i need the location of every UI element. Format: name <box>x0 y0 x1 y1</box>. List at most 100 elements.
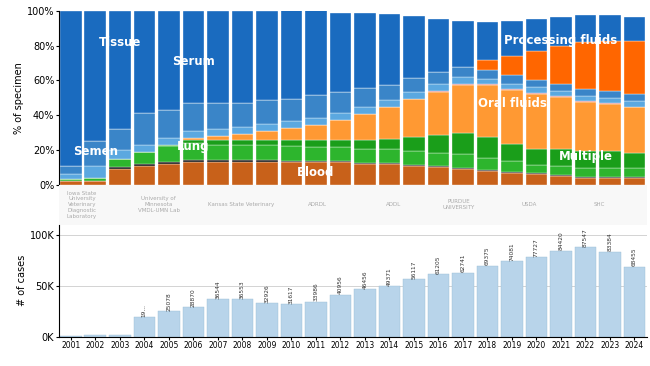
Bar <box>501 261 523 337</box>
Bar <box>183 160 204 162</box>
Bar <box>624 101 645 107</box>
Bar <box>330 147 351 161</box>
Bar <box>428 84 449 91</box>
Bar <box>403 137 424 151</box>
Bar <box>84 181 106 185</box>
Bar <box>575 101 596 102</box>
Bar <box>624 153 645 168</box>
Bar <box>452 67 474 77</box>
Bar <box>281 305 302 337</box>
Bar <box>231 103 253 127</box>
Bar <box>599 104 621 151</box>
Bar <box>305 118 327 125</box>
Text: USDA: USDA <box>521 202 537 207</box>
Bar <box>452 134 474 154</box>
Bar <box>354 141 376 149</box>
Text: 28870: 28870 <box>191 288 196 307</box>
Bar <box>109 11 131 129</box>
Bar <box>403 99 424 137</box>
Bar <box>354 13 376 88</box>
Text: ADRDL: ADRDL <box>308 202 327 207</box>
Bar <box>575 42 596 89</box>
Text: 25078: 25078 <box>166 292 172 310</box>
Text: SHC: SHC <box>594 202 605 207</box>
Bar <box>183 162 204 185</box>
Bar <box>526 93 547 149</box>
Bar <box>378 163 400 164</box>
Bar <box>550 17 572 46</box>
Bar <box>133 11 155 113</box>
Bar <box>158 162 179 164</box>
Text: Semen: Semen <box>73 145 118 158</box>
Bar <box>281 128 302 141</box>
Bar <box>231 127 253 134</box>
Bar <box>158 11 179 110</box>
Bar <box>109 158 131 167</box>
Text: Kansas State Veterinary: Kansas State Veterinary <box>208 202 274 207</box>
Bar <box>624 267 645 337</box>
Bar <box>281 146 302 161</box>
Text: 36553: 36553 <box>240 280 245 299</box>
Text: 46456: 46456 <box>363 270 367 289</box>
Text: 19...: 19... <box>142 304 147 317</box>
Bar <box>575 89 596 96</box>
Bar <box>526 51 547 81</box>
Bar <box>428 19 449 72</box>
Bar <box>476 158 498 170</box>
Bar <box>84 11 106 141</box>
Text: Processing fluids: Processing fluids <box>504 34 618 47</box>
Bar <box>60 165 81 174</box>
Bar <box>207 11 229 103</box>
Bar <box>330 141 351 147</box>
Bar <box>403 280 424 337</box>
Text: 62741: 62741 <box>460 254 465 272</box>
Bar <box>231 139 253 145</box>
Bar <box>354 88 376 107</box>
Bar <box>550 167 572 175</box>
Bar <box>354 107 376 114</box>
Bar <box>256 303 278 337</box>
Bar <box>330 120 351 141</box>
Text: 56117: 56117 <box>411 261 417 279</box>
Bar <box>378 139 400 149</box>
Bar <box>207 139 229 145</box>
Bar <box>624 41 645 94</box>
Bar <box>183 103 204 131</box>
Text: 32926: 32926 <box>265 284 269 303</box>
Bar <box>133 165 155 185</box>
Bar <box>599 151 621 168</box>
Text: ADDL: ADDL <box>386 202 402 207</box>
Bar <box>501 84 523 89</box>
Bar <box>330 113 351 120</box>
Bar <box>575 168 596 177</box>
Text: Lung: Lung <box>177 140 209 153</box>
Bar <box>526 257 547 337</box>
Bar <box>207 160 229 162</box>
Bar <box>207 136 229 139</box>
Text: Iowa State
University
Veterinary
Diagnostic
Laboratory: Iowa State University Veterinary Diagnos… <box>67 191 97 219</box>
Text: 31617: 31617 <box>289 285 294 304</box>
Bar <box>526 165 547 173</box>
Bar <box>476 85 498 137</box>
Bar <box>575 151 596 168</box>
Bar <box>599 91 621 98</box>
Text: 40956: 40956 <box>338 276 343 294</box>
Text: University of
Minnesota
VMDL-UMN Lab: University of Minnesota VMDL-UMN Lab <box>138 196 179 213</box>
Bar <box>526 87 547 93</box>
Bar <box>624 177 645 178</box>
Bar <box>281 161 302 162</box>
Bar <box>183 11 204 103</box>
Bar <box>403 151 424 165</box>
Bar <box>207 162 229 185</box>
Bar <box>501 144 523 161</box>
Bar <box>526 173 547 174</box>
Y-axis label: % of specimen: % of specimen <box>14 62 24 134</box>
Bar <box>109 150 131 158</box>
Bar <box>231 162 253 185</box>
Bar <box>476 137 498 158</box>
Bar <box>183 307 204 337</box>
Bar <box>501 75 523 84</box>
Bar <box>305 95 327 118</box>
Bar <box>133 317 155 337</box>
Bar <box>60 336 81 337</box>
